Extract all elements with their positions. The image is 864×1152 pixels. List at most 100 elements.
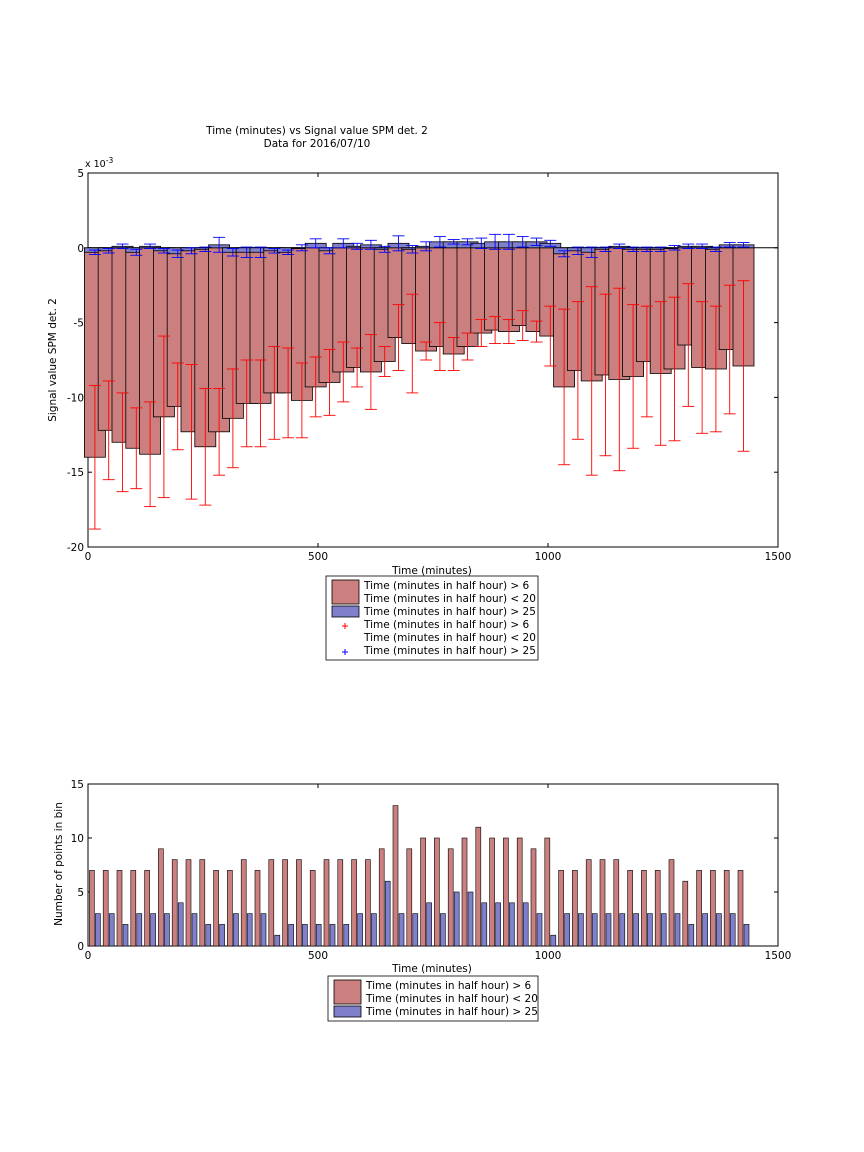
chart2-bar-series2	[481, 902, 488, 947]
chart2-bar-series2	[233, 913, 239, 947]
chart2-bar-series1	[654, 870, 661, 947]
chart2-xtick-label: 1500	[765, 950, 792, 962]
chart1-legend-box	[325, 575, 539, 661]
chart2-xtick-label: 1000	[535, 950, 562, 962]
chart1-ytick-label: -15	[67, 467, 84, 479]
chart2-bar-series2	[246, 913, 253, 947]
chart2-bar-series1	[199, 859, 206, 947]
chart2-bar-series2	[302, 924, 308, 947]
chart2-bar-series1	[185, 859, 192, 947]
chart2-bar-series1	[723, 870, 730, 947]
chart2-bar-series1	[213, 870, 219, 947]
chart2-bar-series2	[95, 913, 101, 947]
chart2-bar-series2	[453, 891, 460, 947]
chart2-bar-series1	[102, 870, 109, 947]
chart2-bar-series2	[398, 913, 405, 947]
chart2-bar-series1	[668, 859, 675, 947]
chart2-bar-series2	[605, 913, 612, 947]
chart2-bar-series1	[337, 859, 344, 947]
chart2-bar-series1	[585, 859, 592, 947]
chart2-axes-box	[87, 783, 779, 947]
chart2-bar-series2	[440, 913, 446, 947]
chart2-bar-series2	[716, 913, 722, 947]
chart1-legend-entry-label: Time (minutes in half hour) > 6	[363, 619, 530, 631]
chart2-bar-series1	[392, 805, 399, 947]
chart2-bar-series2	[550, 934, 557, 947]
chart2-bar-series1	[227, 870, 233, 947]
chart2-bar-series2	[660, 913, 667, 947]
chart2-bar-series1	[282, 859, 288, 947]
chart2-bar-series2	[357, 913, 363, 947]
chart2-bar-series1	[489, 837, 495, 947]
chart1-legend-swatch	[331, 579, 360, 605]
chart2-bar-series1	[254, 870, 261, 947]
chart2-bar-series2	[343, 924, 350, 947]
chart2-bar-series1	[378, 848, 385, 947]
chart1-ytick-label: -20	[67, 542, 84, 554]
chart2-bar-series1	[710, 870, 716, 947]
chart2-bar-series2	[522, 902, 529, 947]
chart1-legend-swatch	[331, 605, 360, 618]
chart2-bar-series1	[475, 826, 482, 947]
chart2-bar-series1	[530, 848, 537, 947]
chart2-bar-series2	[688, 924, 695, 947]
chart2-xlabel: Time (minutes)	[391, 963, 472, 975]
chart2-ytick-label: 5	[77, 887, 84, 899]
chart2-bar-series1	[309, 870, 316, 947]
chart2-xtick-label: 500	[308, 950, 328, 962]
chart2-bar-series1	[599, 859, 606, 947]
chart1-legend-entry-label: Time (minutes in half hour) < 20	[363, 632, 536, 644]
chart2-bar-series2	[260, 913, 267, 947]
chart2-bar-series1	[516, 837, 523, 947]
chart2-bar-series2	[633, 913, 639, 947]
chart2-bar-series2	[329, 924, 336, 947]
chart2-bar-series2	[674, 913, 681, 947]
chart2-legend-swatch	[333, 1005, 362, 1018]
chart2-bar-series2	[564, 913, 570, 947]
chart2-legend-swatch	[333, 979, 362, 1005]
chart2-ytick-label: 15	[71, 779, 84, 791]
chart2-bar-series1	[365, 859, 371, 947]
chart1-y-exponent-base: x 10	[85, 159, 106, 170]
chart2-bar-series2	[384, 880, 391, 947]
chart2-bar-series2	[412, 913, 419, 947]
chart2-bar-series1	[89, 870, 95, 947]
chart2-bar-series2	[743, 924, 750, 947]
chart2-bar-series1	[406, 848, 413, 947]
chart2-legend-entry-label: Time (minutes in half hour) > 6	[365, 980, 532, 992]
chart1-legend-entry-label: Time (minutes in half hour) > 25	[363, 645, 536, 657]
chart2-bar-series1	[641, 870, 647, 947]
chart1-ytick-label: -5	[74, 318, 84, 330]
chart2-bar-series2	[288, 924, 294, 947]
chart2-bar-series2	[150, 913, 156, 947]
chart2-bar-series1	[447, 848, 454, 947]
chart2-bar-series2	[315, 924, 322, 947]
chart2-bar-series2	[591, 913, 598, 947]
chart2-bar-series2	[219, 924, 225, 947]
chart2-legend-box	[327, 975, 539, 1022]
chart1-xtick-label: 1500	[765, 551, 792, 563]
chart2-bar-series2	[205, 924, 212, 947]
chart2-bar-series1	[613, 859, 620, 947]
chart2-bar-series1	[572, 870, 578, 947]
chart2-bar-series1	[627, 870, 633, 947]
chart1-y-exponent: x 10-3	[85, 156, 113, 170]
chart2-bar-series2	[702, 913, 708, 947]
chart2-bar-series2	[274, 934, 281, 947]
chart2-bar-series2	[729, 913, 736, 947]
chart2-bar-series1	[737, 870, 744, 947]
chart2-bar-series1	[144, 870, 150, 947]
chart2-bar-series2	[467, 891, 474, 947]
chart2-bar-series1	[158, 848, 164, 947]
chart1-ylabel: Signal value SPM det. 2	[47, 298, 59, 422]
chart2-bar-series1	[296, 859, 302, 947]
chart1-legend-entry-label: Time (minutes in half hour) > 6	[363, 580, 530, 592]
chart2-bar-series2	[647, 913, 653, 947]
chart2-bar-series1	[461, 837, 468, 947]
chart2-bar-series2	[371, 913, 377, 947]
chart1-ytick-label: -10	[67, 392, 84, 404]
chart2-bar-series1	[544, 837, 551, 947]
chart2-bar-series1	[558, 870, 564, 947]
